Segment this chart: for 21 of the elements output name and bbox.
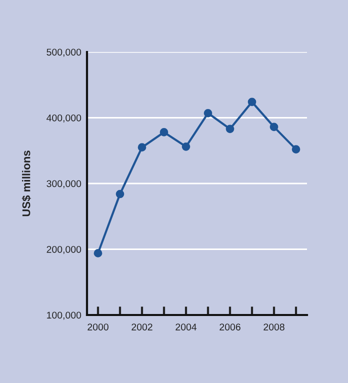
y-tick-label: 100,000 <box>47 312 82 320</box>
x-tick-label: 2002 <box>132 324 152 330</box>
point <box>204 108 212 118</box>
x-tick-label: 2006 <box>220 324 240 330</box>
y-axis-title: US$ millions <box>22 150 31 216</box>
point <box>292 145 300 154</box>
y-tick-label: 200,000 <box>46 246 82 254</box>
point <box>182 142 190 151</box>
y-tick-label: 500,000 <box>46 48 82 57</box>
point <box>160 128 168 136</box>
x-tick-label: 2000 <box>88 324 108 330</box>
point <box>226 124 234 134</box>
point <box>116 190 124 198</box>
point <box>248 98 256 106</box>
y-tick-label: 300,000 <box>46 180 82 188</box>
y-tick-label: 400,000 <box>46 114 82 123</box>
point <box>270 122 278 132</box>
point <box>138 143 146 152</box>
x-tick-label: 2004 <box>176 324 197 330</box>
x-tick-label: 2008 <box>264 324 284 330</box>
point <box>94 249 102 258</box>
